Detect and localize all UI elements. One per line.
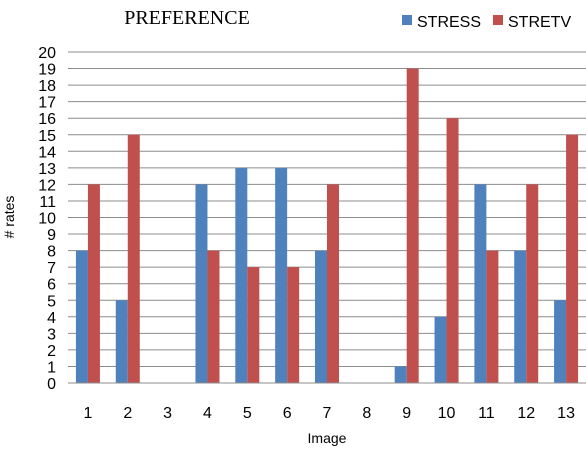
x-tick-label: 1 xyxy=(83,405,92,422)
y-tick-label: 20 xyxy=(38,45,56,62)
y-tick-label: 6 xyxy=(47,277,56,294)
bar-stress-13 xyxy=(554,300,567,383)
y-tick-label: 12 xyxy=(38,177,56,194)
x-tick-label: 3 xyxy=(163,405,172,422)
bar-stress-5 xyxy=(235,167,248,383)
y-tick-label: 8 xyxy=(47,244,56,261)
gridlines xyxy=(68,51,586,367)
x-tick-label: 2 xyxy=(123,405,132,422)
bar-stretv-5 xyxy=(247,267,260,383)
y-tick-label: 1 xyxy=(47,359,56,376)
bar-stress-6 xyxy=(275,167,288,383)
y-tick-label: 4 xyxy=(47,310,56,327)
x-axis-ticks: 1 2 3 4 5 6 7 8 9 10 11 12 13 xyxy=(83,405,575,422)
bar-stress-12 xyxy=(514,250,527,383)
bar-stretv-10 xyxy=(446,118,459,383)
bar-stress-9 xyxy=(394,366,407,383)
y-axis-label: # rates xyxy=(1,196,17,239)
legend-label-stretv: STRETV xyxy=(508,14,571,31)
bar-stress-4 xyxy=(195,184,208,383)
y-tick-label: 13 xyxy=(38,161,56,178)
bar-stress-7 xyxy=(315,250,327,383)
legend-swatch-stretv xyxy=(493,15,503,25)
y-tick-label: 15 xyxy=(38,128,56,145)
y-tick-label: 14 xyxy=(38,144,56,161)
bar-stretv-9 xyxy=(406,68,419,384)
x-tick-label: 10 xyxy=(438,405,456,422)
x-tick-label: 5 xyxy=(243,405,252,422)
bar-stress-1 xyxy=(75,250,88,383)
bar-stretv-6 xyxy=(287,267,300,383)
y-tick-label: 7 xyxy=(47,260,56,277)
y-tick-label: 19 xyxy=(38,62,56,79)
legend: STRESS STRETV xyxy=(402,14,571,31)
y-tick-label: 10 xyxy=(38,211,56,228)
x-tick-label: 8 xyxy=(362,405,371,422)
bar-stretv-11 xyxy=(486,250,499,383)
y-tick-label: 17 xyxy=(38,95,56,112)
y-tick-label: 18 xyxy=(38,78,56,95)
y-tick-label: 5 xyxy=(47,293,56,310)
x-axis-label: Image xyxy=(308,430,347,446)
bar-stretv-7 xyxy=(327,184,339,383)
bar-stretv-1 xyxy=(87,184,100,383)
x-tick-label: 11 xyxy=(478,405,495,422)
legend-label-stress: STRESS xyxy=(417,14,481,31)
bars xyxy=(75,68,579,384)
y-tick-label: 3 xyxy=(47,326,56,343)
x-tick-label: 4 xyxy=(203,405,212,422)
y-tick-label: 16 xyxy=(38,111,56,128)
x-tick-label: 13 xyxy=(557,405,575,422)
y-tick-label: 9 xyxy=(47,227,56,244)
bar-stretv-2 xyxy=(127,134,140,383)
bar-stress-11 xyxy=(474,184,487,383)
bar-stretv-12 xyxy=(526,184,539,383)
chart-title: PREFERENCE xyxy=(124,7,250,29)
y-tick-label: 2 xyxy=(47,343,56,360)
x-tick-label: 6 xyxy=(283,405,292,422)
bar-stress-10 xyxy=(434,316,447,383)
x-tick-label: 12 xyxy=(517,405,535,422)
bar-stretv-13 xyxy=(566,134,579,383)
y-tick-label: 11 xyxy=(39,194,56,211)
y-tick-label: 0 xyxy=(47,376,56,393)
x-tick-label: 7 xyxy=(323,405,332,422)
bar-stress-2 xyxy=(115,300,128,383)
bar-stretv-4 xyxy=(207,250,220,383)
x-tick-label: 9 xyxy=(402,405,411,422)
legend-swatch-stress xyxy=(402,15,412,25)
